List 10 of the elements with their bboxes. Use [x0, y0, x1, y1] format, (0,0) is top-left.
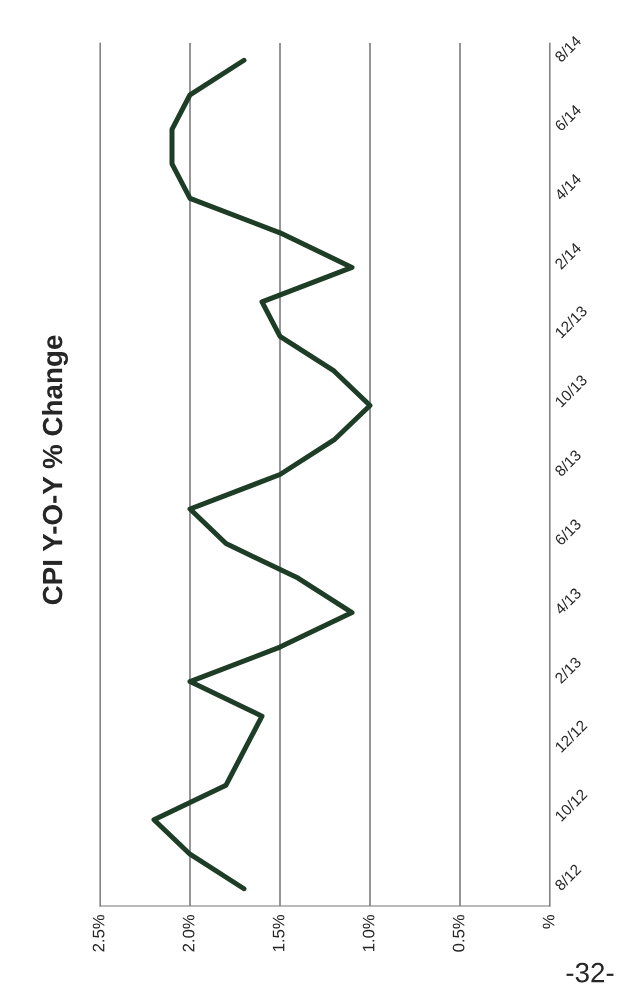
x-tick-label: 0.5%	[452, 914, 465, 952]
text: -32-	[566, 962, 614, 983]
y-tick-label: 6/14	[553, 103, 582, 132]
x-tick-label: 2.0%	[182, 914, 195, 952]
x-tick-label: 2.5%	[92, 914, 105, 952]
y-tick-label: 4/14	[553, 172, 582, 201]
x-tick-label: %	[542, 914, 555, 929]
text: CPI Y-O-Y % Change	[41, 335, 69, 605]
x-tick-label: 1.0%	[362, 914, 375, 952]
x-tick-label: 1.5%	[272, 914, 285, 952]
